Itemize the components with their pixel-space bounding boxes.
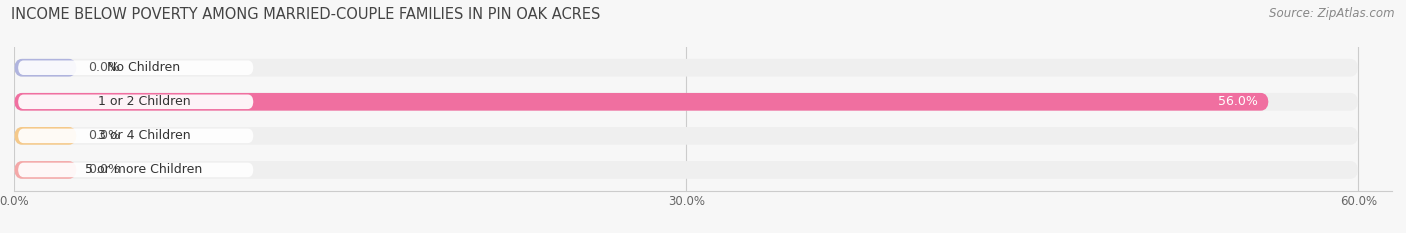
FancyBboxPatch shape xyxy=(14,93,1358,111)
FancyBboxPatch shape xyxy=(14,59,77,77)
Text: 56.0%: 56.0% xyxy=(1218,95,1257,108)
Text: 3 or 4 Children: 3 or 4 Children xyxy=(97,129,190,142)
FancyBboxPatch shape xyxy=(18,129,253,143)
FancyBboxPatch shape xyxy=(14,161,77,179)
Text: 0.0%: 0.0% xyxy=(89,129,120,142)
FancyBboxPatch shape xyxy=(18,60,253,75)
Text: No Children: No Children xyxy=(107,61,180,74)
FancyBboxPatch shape xyxy=(14,127,1358,145)
Text: INCOME BELOW POVERTY AMONG MARRIED-COUPLE FAMILIES IN PIN OAK ACRES: INCOME BELOW POVERTY AMONG MARRIED-COUPL… xyxy=(11,7,600,22)
FancyBboxPatch shape xyxy=(18,163,253,177)
Text: 0.0%: 0.0% xyxy=(89,61,120,74)
FancyBboxPatch shape xyxy=(14,59,1358,77)
Text: Source: ZipAtlas.com: Source: ZipAtlas.com xyxy=(1270,7,1395,20)
Text: 0.0%: 0.0% xyxy=(89,163,120,176)
FancyBboxPatch shape xyxy=(18,95,253,109)
Text: 5 or more Children: 5 or more Children xyxy=(86,163,202,176)
FancyBboxPatch shape xyxy=(14,161,1358,179)
Text: 1 or 2 Children: 1 or 2 Children xyxy=(97,95,190,108)
FancyBboxPatch shape xyxy=(14,93,1268,111)
FancyBboxPatch shape xyxy=(14,127,77,145)
